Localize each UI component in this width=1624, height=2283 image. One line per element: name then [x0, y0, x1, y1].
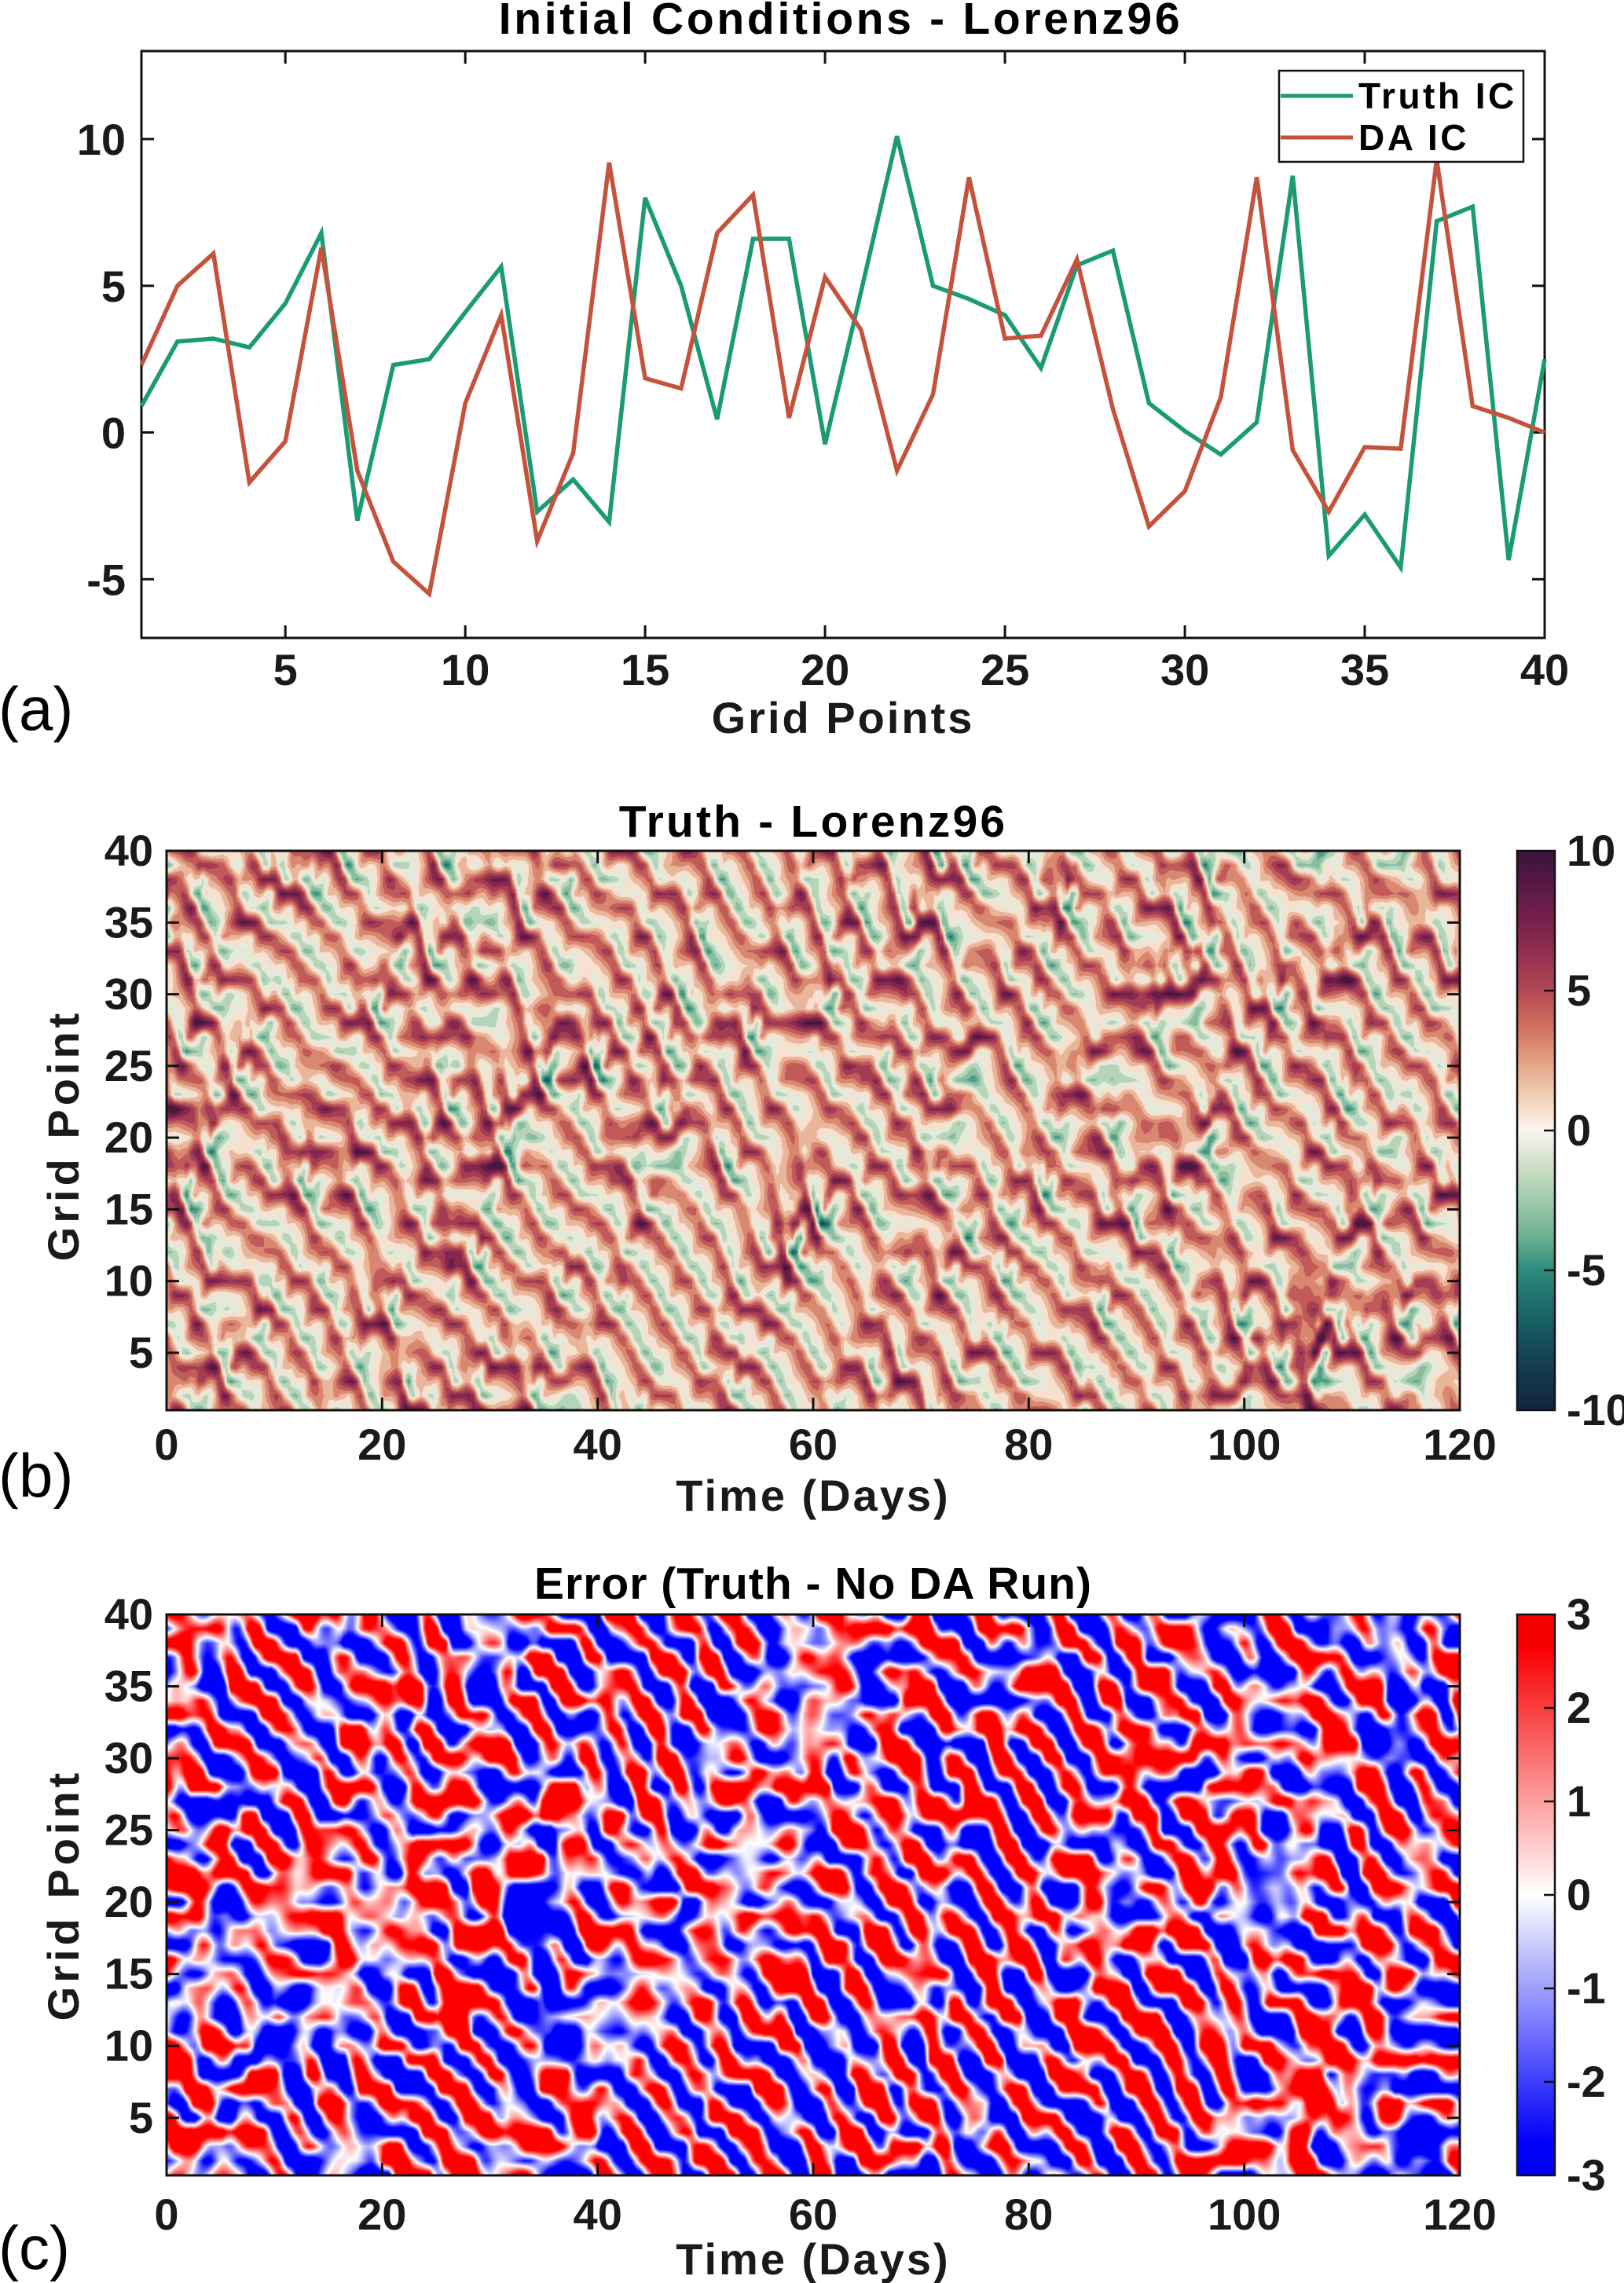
svg-text:-5: -5 — [86, 555, 126, 604]
svg-text:-2: -2 — [1567, 2057, 1606, 2106]
svg-text:15: 15 — [104, 1949, 153, 1999]
svg-text:100: 100 — [1208, 2190, 1281, 2239]
svg-text:25: 25 — [104, 1805, 153, 1855]
svg-text:(b): (b) — [0, 1441, 73, 1510]
svg-text:60: 60 — [789, 1420, 838, 1469]
svg-text:25: 25 — [104, 1041, 153, 1090]
svg-text:15: 15 — [104, 1184, 153, 1233]
svg-text:5: 5 — [129, 1328, 153, 1377]
svg-text:40: 40 — [574, 2190, 622, 2239]
svg-text:10: 10 — [1567, 826, 1615, 875]
svg-text:80: 80 — [1004, 1420, 1053, 1469]
svg-text:20: 20 — [357, 2190, 406, 2239]
svg-text:(c): (c) — [0, 2213, 70, 2282]
svg-text:35: 35 — [104, 897, 153, 947]
svg-text:20: 20 — [104, 1112, 153, 1162]
svg-text:2: 2 — [1567, 1683, 1591, 1732]
svg-text:20: 20 — [104, 1877, 153, 1926]
svg-text:10: 10 — [77, 115, 126, 164]
svg-text:25: 25 — [981, 645, 1029, 694]
svg-text:10: 10 — [104, 1256, 153, 1306]
svg-text:35: 35 — [104, 1662, 153, 1711]
svg-text:Grid Point: Grid Point — [38, 1010, 88, 1262]
svg-text:Time (Days): Time (Days) — [676, 1471, 950, 1520]
svg-text:-5: -5 — [1567, 1245, 1606, 1295]
svg-text:0: 0 — [154, 2190, 178, 2239]
svg-text:100: 100 — [1208, 1420, 1281, 1469]
svg-text:-3: -3 — [1567, 2150, 1606, 2200]
svg-text:10: 10 — [441, 645, 489, 694]
svg-text:20: 20 — [357, 1420, 406, 1469]
svg-text:Initial Conditions - Lorenz96: Initial Conditions - Lorenz96 — [499, 0, 1182, 44]
svg-text:0: 0 — [154, 1420, 178, 1469]
svg-text:0: 0 — [101, 409, 126, 458]
svg-text:40: 40 — [574, 1420, 622, 1469]
svg-text:40: 40 — [104, 826, 153, 875]
svg-text:5: 5 — [101, 262, 126, 311]
svg-text:60: 60 — [789, 2190, 838, 2239]
svg-text:1: 1 — [1567, 1776, 1591, 1826]
svg-text:80: 80 — [1004, 2190, 1053, 2239]
svg-text:3: 3 — [1567, 1589, 1591, 1639]
svg-text:15: 15 — [621, 645, 669, 694]
svg-text:Grid Points: Grid Points — [712, 693, 975, 742]
svg-text:0: 0 — [1567, 1870, 1591, 1919]
svg-text:Truth - Lorenz96: Truth - Lorenz96 — [619, 797, 1008, 847]
svg-text:Time (Days): Time (Days) — [676, 2234, 950, 2283]
svg-text:40: 40 — [1520, 645, 1569, 694]
svg-text:5: 5 — [273, 645, 298, 694]
svg-text:30: 30 — [104, 969, 153, 1019]
svg-text:Error (Truth - No DA Run): Error (Truth - No DA Run) — [534, 1559, 1092, 1609]
svg-text:30: 30 — [104, 1733, 153, 1783]
svg-text:(a): (a) — [0, 674, 73, 743]
svg-text:30: 30 — [1160, 645, 1209, 694]
svg-text:DA IC: DA IC — [1358, 117, 1469, 158]
svg-text:5: 5 — [1567, 966, 1591, 1015]
svg-text:-1: -1 — [1567, 1963, 1606, 2013]
svg-text:Truth IC: Truth IC — [1358, 75, 1517, 116]
svg-text:Grid Point: Grid Point — [38, 1769, 88, 2021]
svg-text:120: 120 — [1423, 1420, 1496, 1469]
svg-text:20: 20 — [801, 645, 849, 694]
svg-text:-10: -10 — [1567, 1385, 1624, 1435]
svg-text:10: 10 — [104, 2021, 153, 2070]
svg-text:40: 40 — [104, 1589, 153, 1639]
svg-text:35: 35 — [1340, 645, 1389, 694]
svg-text:120: 120 — [1423, 2190, 1496, 2239]
svg-text:5: 5 — [129, 2093, 153, 2142]
svg-text:0: 0 — [1567, 1105, 1591, 1155]
